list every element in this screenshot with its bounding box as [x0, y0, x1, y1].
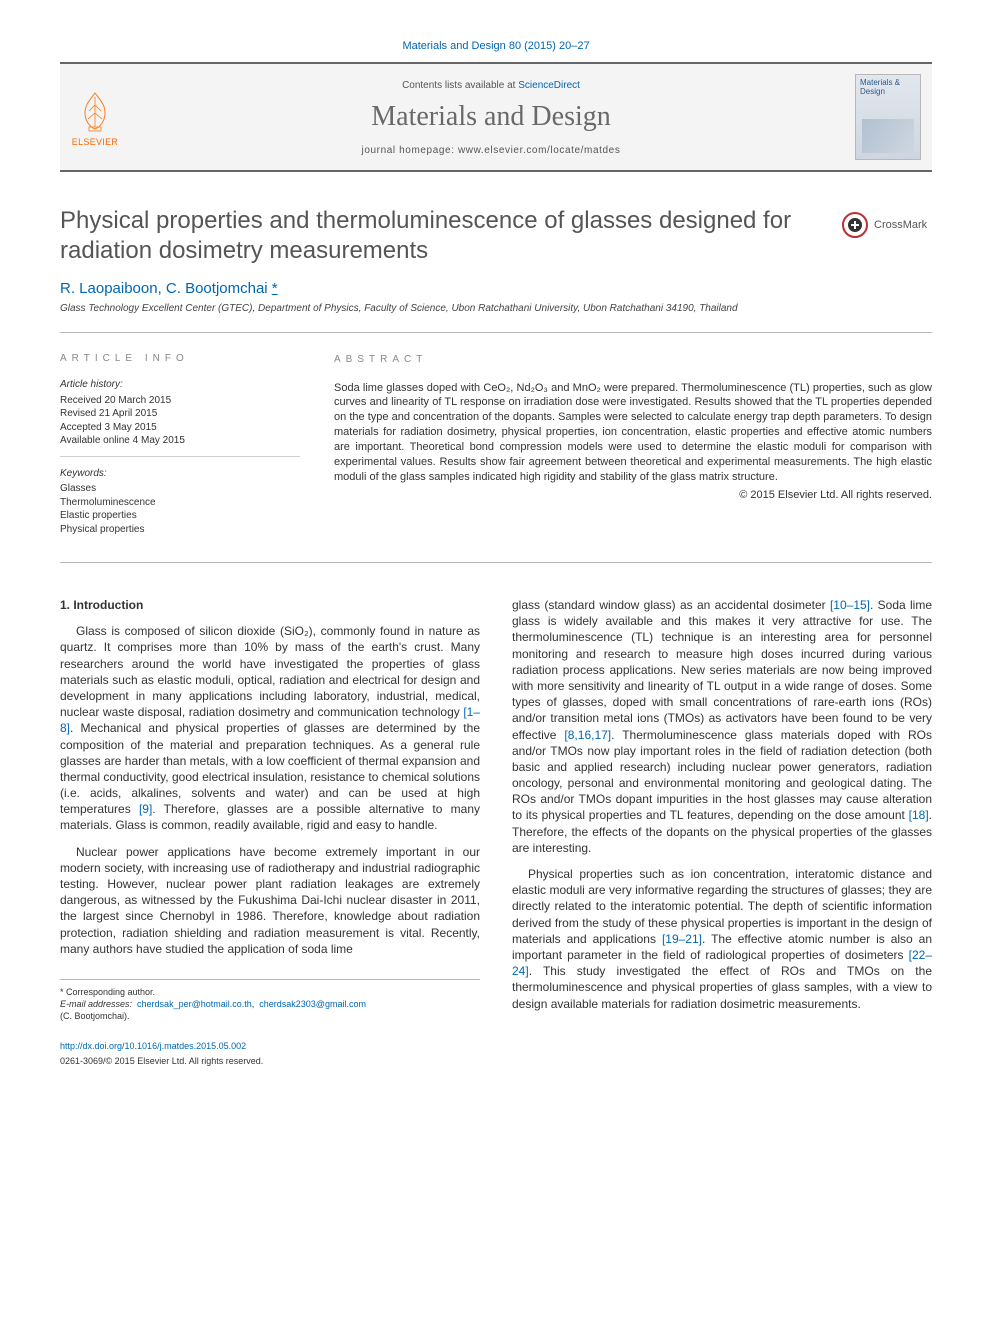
footer-copyright: 0261-3069/© 2015 Elsevier Ltd. All right…	[60, 1055, 480, 1067]
journal-homepage[interactable]: journal homepage: www.elsevier.com/locat…	[140, 145, 842, 156]
citation-ref[interactable]: [9]	[139, 802, 152, 816]
crossmark-button[interactable]: CrossMark	[842, 212, 932, 238]
email-owner: (C. Bootjomchai).	[60, 1010, 480, 1022]
keyword: Thermoluminescence	[60, 496, 300, 510]
article-history-block: Article history: Received 20 March 2015 …	[60, 378, 300, 457]
citation-line: Materials and Design 80 (2015) 20–27	[60, 40, 932, 52]
body-column-right: glass (standard window glass) as an acci…	[512, 597, 932, 1067]
crossmark-icon	[842, 212, 868, 238]
article-info-column: ARTICLE INFO Article history: Received 2…	[60, 353, 300, 544]
elsevier-tree-icon	[71, 87, 119, 135]
masthead-center: Contents lists available at ScienceDirec…	[130, 64, 852, 170]
history-line: Revised 21 April 2015	[60, 407, 300, 421]
abstract-text: Soda lime glasses doped with CeO₂, Nd₂O₃…	[334, 381, 932, 485]
keywords-label: Keywords:	[60, 467, 300, 481]
authors-line: R. Laopaiboon, C. Bootjomchai *	[60, 280, 932, 297]
email-label: E-mail addresses:	[60, 999, 132, 1009]
keywords-block: Keywords: Glasses Thermoluminescence Ela…	[60, 467, 300, 545]
keyword: Glasses	[60, 482, 300, 496]
corresponding-author-marker[interactable]: *	[272, 280, 278, 297]
crossmark-label: CrossMark	[874, 219, 927, 231]
body-columns: 1. Introduction Glass is composed of sil…	[60, 597, 932, 1067]
keyword: Physical properties	[60, 523, 300, 537]
paragraph: Physical properties such as ion concentr…	[512, 866, 932, 1012]
author-email-link[interactable]: cherdsak2303@gmail.com	[259, 999, 366, 1009]
footer-block: * Corresponding author. E-mail addresses…	[60, 979, 480, 1022]
doi-row: http://dx.doi.org/10.1016/j.matdes.2015.…	[60, 1040, 480, 1066]
keyword: Elastic properties	[60, 509, 300, 523]
doi-link[interactable]: http://dx.doi.org/10.1016/j.matdes.2015.…	[60, 1041, 246, 1051]
publisher-name: ELSEVIER	[72, 137, 118, 147]
section-heading-intro: 1. Introduction	[60, 597, 480, 613]
article-title: Physical properties and thermoluminescen…	[60, 206, 842, 266]
citation-ref[interactable]: [10–15]	[830, 598, 870, 612]
abstract-heading: ABSTRACT	[334, 353, 932, 367]
citation-ref[interactable]: [8,16,17]	[564, 728, 611, 742]
paragraph: Nuclear power applications have become e…	[60, 844, 480, 957]
author-email-link[interactable]: cherdsak_per@hotmail.co.th	[137, 999, 252, 1009]
citation-ref[interactable]: [1–8]	[60, 705, 480, 735]
history-line: Received 20 March 2015	[60, 394, 300, 408]
sciencedirect-link[interactable]: ScienceDirect	[518, 80, 580, 91]
info-abstract-row: ARTICLE INFO Article history: Received 2…	[60, 353, 932, 563]
corresponding-author-note: * Corresponding author.	[60, 986, 480, 998]
article-info-heading: ARTICLE INFO	[60, 353, 300, 364]
citation-ref[interactable]: [19–21]	[662, 932, 702, 946]
paragraph: glass (standard window glass) as an acci…	[512, 597, 932, 856]
contents-lists-line: Contents lists available at ScienceDirec…	[140, 80, 842, 91]
citation-ref[interactable]: [22–24]	[512, 948, 932, 978]
masthead: ELSEVIER Contents lists available at Sci…	[60, 64, 932, 172]
paragraph: Glass is composed of silicon dioxide (Si…	[60, 623, 480, 833]
cover-label: Materials & Design	[860, 78, 900, 96]
title-block: Physical properties and thermoluminescen…	[60, 206, 932, 266]
history-line: Accepted 3 May 2015	[60, 421, 300, 435]
journal-name: Materials and Design	[140, 101, 842, 133]
affiliation: Glass Technology Excellent Center (GTEC)…	[60, 303, 932, 333]
contents-prefix: Contents lists available at	[402, 80, 518, 91]
body-column-left: 1. Introduction Glass is composed of sil…	[60, 597, 480, 1067]
abstract-column: ABSTRACT Soda lime glasses doped with Ce…	[334, 353, 932, 544]
authors-text: R. Laopaiboon, C. Bootjomchai	[60, 280, 272, 297]
citation-ref[interactable]: [18]	[909, 808, 929, 822]
abstract-copyright: © 2015 Elsevier Ltd. All rights reserved…	[334, 488, 932, 503]
page-root: Materials and Design 80 (2015) 20–27 ELS…	[0, 0, 992, 1107]
publisher-logo[interactable]: ELSEVIER	[60, 64, 130, 170]
history-label: Article history:	[60, 378, 300, 392]
history-line: Available online 4 May 2015	[60, 434, 300, 448]
journal-cover-thumb[interactable]: Materials & Design	[852, 64, 932, 170]
cover-image-placeholder: Materials & Design	[855, 74, 921, 160]
